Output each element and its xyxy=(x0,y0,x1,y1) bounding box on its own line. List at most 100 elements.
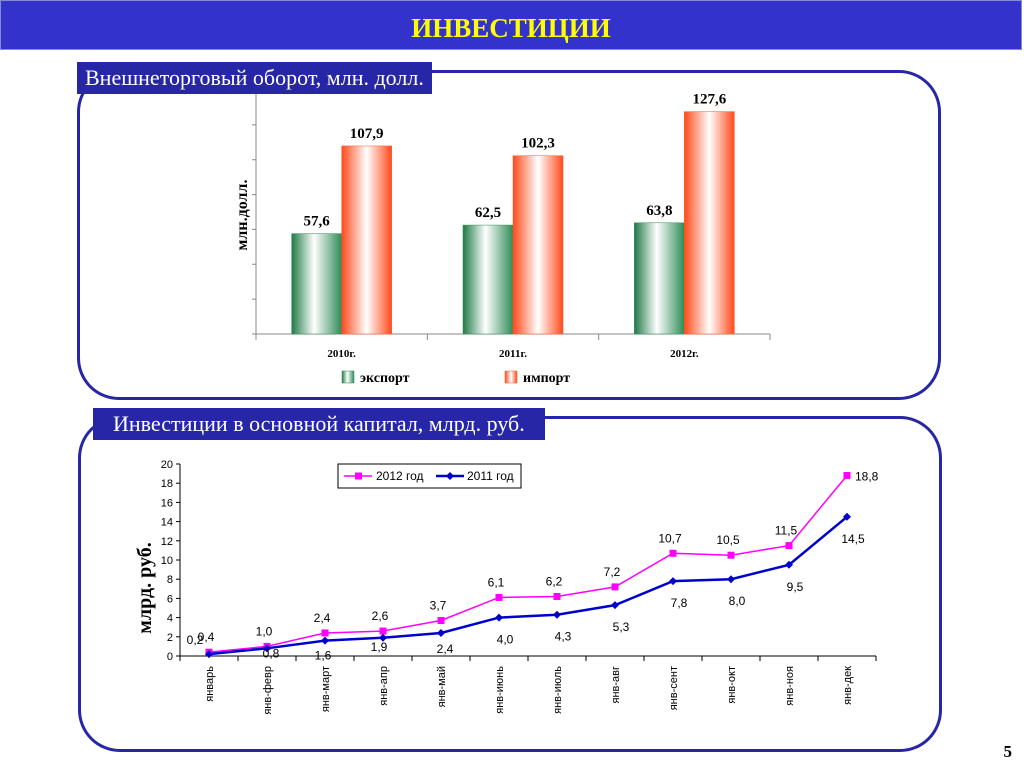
export-bar xyxy=(634,222,685,335)
bar-data-label: 127,6 xyxy=(692,92,726,108)
series-2011-data-label: 8,0 xyxy=(729,594,746,608)
series-2012-data-label: 18,8 xyxy=(855,470,879,484)
bar-data-label: 62,5 xyxy=(475,205,501,221)
series-2011-point xyxy=(205,650,213,659)
series-2012-point xyxy=(379,627,387,635)
x-tick-label: янв-июль xyxy=(552,666,564,714)
series-2012-point xyxy=(669,549,677,557)
series-2012-data-label: 3,7 xyxy=(430,598,447,612)
x-tick-label: янв-дек xyxy=(842,666,854,705)
series-2012-data-label: 10,7 xyxy=(658,531,682,545)
y-tick-label: 10 xyxy=(161,555,173,567)
y-tick-label: 20 xyxy=(161,459,173,471)
x-tick-label: янв-ноя xyxy=(784,666,796,706)
title-bar: ИНВЕСТИЦИИ xyxy=(0,0,1022,50)
y-axis-label: млн.долл. xyxy=(234,180,251,251)
import-bar xyxy=(512,155,564,335)
export-bar xyxy=(291,233,342,335)
y-tick-label: 4 xyxy=(167,613,173,625)
bar-data-label: 102,3 xyxy=(521,136,555,152)
y-tick-label: 18 xyxy=(161,478,173,490)
series-2011-point xyxy=(553,610,561,619)
x-tick-label: янв-апр xyxy=(378,666,390,706)
series-2011-data-label: 0,2 xyxy=(187,633,204,647)
page-title: ИНВЕСТИЦИИ xyxy=(411,13,611,43)
series-2011-point xyxy=(379,633,387,642)
legend-label-2012: 2012 год xyxy=(376,469,424,483)
export-bar xyxy=(462,224,514,335)
series-2011-point xyxy=(611,601,619,610)
x-tick-label: янв-окт xyxy=(726,666,738,704)
legend-swatch-import xyxy=(504,370,518,384)
trade-panel-caption: Внешнеторговый оборот, млн. долл. xyxy=(77,62,432,94)
bar-data-label: 57,6 xyxy=(304,214,331,230)
legend-label-2011: 2011 год xyxy=(467,469,514,483)
import-bar xyxy=(684,111,735,335)
series-2012-line xyxy=(208,475,848,653)
x-tick-label: янв-авг xyxy=(610,666,622,704)
series-2012-data-label: 11,5 xyxy=(775,524,798,538)
series-2011-point xyxy=(321,636,329,645)
series-2012-point xyxy=(785,542,793,550)
y-tick-label: 12 xyxy=(161,536,173,548)
legend-marker-2012 xyxy=(355,472,362,480)
series-2011-data-label: 14,5 xyxy=(841,532,865,546)
import-bar xyxy=(341,145,392,335)
x-tick-label: январь xyxy=(204,666,216,702)
x-tick-label: янв-февр xyxy=(262,666,274,715)
series-2011-data-label: 4,0 xyxy=(497,633,514,647)
y-tick-label: 16 xyxy=(161,497,173,509)
series-2012-data-label: 6,1 xyxy=(488,575,505,589)
series-2012-data-label: 2,6 xyxy=(372,609,389,623)
bar-data-label: 107,9 xyxy=(350,126,384,142)
series-2011-point xyxy=(263,644,271,653)
legend-label-import: импорт xyxy=(523,371,570,386)
series-2011-data-label: 7,8 xyxy=(671,596,688,610)
y-tick-label: 6 xyxy=(167,593,173,605)
series-2012-point xyxy=(843,472,851,480)
x-tick-label: 2010г. xyxy=(327,348,356,360)
y-tick-label: 2 xyxy=(167,632,173,644)
series-2011-point xyxy=(727,575,735,584)
series-2011-data-label: 1,6 xyxy=(315,649,332,663)
series-2011-point xyxy=(843,512,851,521)
series-2012-point xyxy=(495,593,503,601)
series-2011-point xyxy=(437,628,445,637)
series-2012-point xyxy=(727,551,735,559)
series-2011-data-label: 4,3 xyxy=(555,630,572,644)
bar-data-label: 63,8 xyxy=(646,203,672,219)
series-2012-data-label: 7,2 xyxy=(604,565,621,579)
x-tick-label: 2012г. xyxy=(670,348,699,360)
series-2011-data-label: 1,9 xyxy=(371,640,388,654)
y-tick-label: 8 xyxy=(167,574,173,586)
series-2011-point xyxy=(669,577,677,586)
x-tick-label: янв-июнь xyxy=(494,666,506,714)
x-tick-label: янв-май xyxy=(436,666,448,707)
series-2011-data-label: 9,5 xyxy=(787,580,804,594)
x-tick-label: янв-сент xyxy=(668,666,680,710)
y-tick-label: 0 xyxy=(167,651,173,663)
legend-marker-2011 xyxy=(446,472,454,480)
series-2012-point xyxy=(437,616,445,624)
page-number: 5 xyxy=(1003,742,1013,761)
x-tick-label: янв-март xyxy=(320,666,332,712)
x-tick-label: 2011г. xyxy=(499,348,527,360)
series-2011-data-label: 2,4 xyxy=(437,642,454,656)
series-2011-line xyxy=(208,515,848,656)
series-2011-data-label: 5,3 xyxy=(613,620,630,634)
series-2011-point xyxy=(785,560,793,569)
series-2012-data-label: 10,5 xyxy=(716,533,740,547)
series-2012-data-label: 2,4 xyxy=(314,611,331,625)
series-2012-point xyxy=(611,583,619,591)
series-2011-point xyxy=(495,613,503,622)
series-2011-data-label: 0,8 xyxy=(263,646,280,660)
series-2012-data-label: 6,2 xyxy=(546,574,563,588)
series-2012-data-label: 0,4 xyxy=(198,630,215,644)
series-2012-point xyxy=(553,592,561,600)
series-2012-data-label: 1,0 xyxy=(256,624,273,638)
legend-label-export: экспорт xyxy=(360,371,410,386)
legend-swatch-export xyxy=(341,370,355,384)
series-2012-point xyxy=(321,629,329,637)
